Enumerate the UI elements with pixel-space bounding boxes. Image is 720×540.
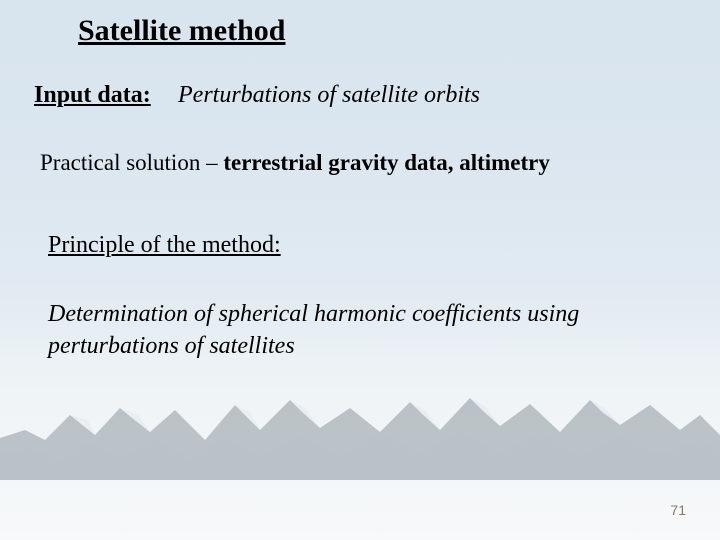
slide: Satellite method Input data: Perturbatio…: [0, 0, 720, 540]
mountain-background: [0, 360, 720, 480]
practical-bold: terrestrial gravity data, altimetry: [223, 150, 550, 175]
input-data-label: Input data:: [34, 82, 151, 109]
principle-label: Principle of the method:: [48, 232, 281, 259]
practical-prefix: Practical solution –: [40, 150, 223, 175]
slide-title: Satellite method: [78, 14, 285, 48]
practical-solution-line: Practical solution – terrestrial gravity…: [40, 150, 550, 176]
input-data-value: Perturbations of satellite orbits: [178, 82, 480, 109]
page-number: 71: [670, 502, 686, 518]
principle-text: Determination of spherical harmonic coef…: [48, 298, 648, 363]
